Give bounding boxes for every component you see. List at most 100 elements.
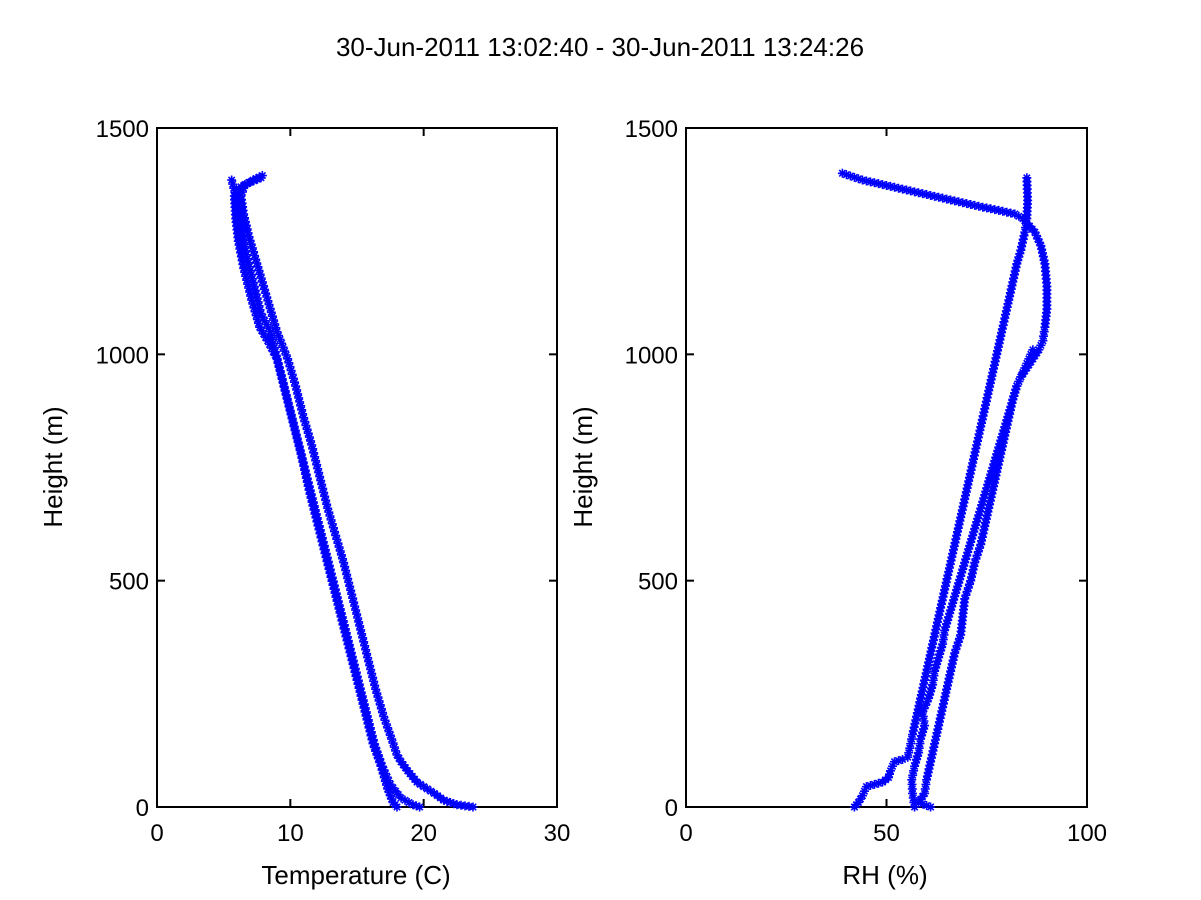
rh-data-point	[1021, 218, 1031, 228]
temperature-data-point	[445, 797, 455, 807]
rh-data-point	[993, 463, 1003, 473]
rh-data-point	[865, 177, 875, 187]
temperature-x-tick-label: 10	[277, 820, 304, 847]
temperature-data-point	[367, 731, 377, 741]
rh-data-point	[1031, 231, 1041, 241]
rh-data-point	[907, 734, 917, 744]
rh-data-point	[929, 742, 939, 752]
temperature-data-point	[333, 596, 343, 606]
rh-data-point	[950, 648, 960, 658]
rh-data-point	[952, 530, 962, 540]
temperature-data-point	[286, 410, 296, 420]
temperature-data-point	[361, 707, 371, 717]
temperature-data-point	[243, 228, 253, 238]
temperature-plot-area	[156, 127, 558, 808]
rh-data-point	[918, 799, 928, 809]
rh-data-point	[939, 630, 949, 640]
rh-data-point	[946, 195, 956, 205]
rh-data-point	[903, 752, 913, 762]
rh-data-point	[908, 726, 918, 736]
temperature-data-point	[372, 688, 382, 698]
rh-data-point	[966, 200, 976, 210]
temperature-data-point	[256, 273, 266, 283]
temperature-data-point	[339, 558, 349, 568]
rh-data-point	[986, 375, 996, 385]
rh-data-point	[918, 189, 928, 199]
rh-data-point	[981, 396, 991, 406]
rh-data-point	[1006, 284, 1016, 294]
rh-data-point	[996, 435, 1006, 445]
temperature-data-point	[242, 275, 252, 285]
temperature-data-point	[347, 589, 357, 599]
rh-x-tick-label: 0	[679, 820, 692, 847]
rh-data-point	[916, 693, 926, 703]
temperature-data-point	[382, 772, 392, 782]
rh-data-point	[940, 585, 950, 595]
rh-data-point	[928, 746, 938, 756]
temperature-data-point	[312, 513, 322, 523]
rh-data-point	[923, 661, 933, 671]
rh-data-point	[974, 429, 984, 439]
rh-data-point	[939, 588, 949, 598]
rh-data-point	[968, 565, 978, 575]
rh-y-tick-label: 1000	[625, 342, 678, 369]
rh-data-point	[1036, 340, 1046, 350]
temperature-data-point	[376, 704, 386, 714]
temperature-data-point	[323, 503, 333, 513]
rh-data-point	[925, 690, 935, 700]
rh-data-point	[962, 483, 972, 493]
rh-data-point	[1007, 398, 1017, 408]
temperature-data-point	[328, 523, 338, 533]
temperature-data-point	[304, 481, 314, 491]
temperature-data-point	[341, 565, 351, 575]
rh-data-point	[1012, 381, 1022, 391]
temperature-data-point	[245, 266, 255, 276]
rh-data-point	[927, 749, 937, 759]
temperature-data-point	[317, 533, 327, 543]
temperature-data-point	[327, 519, 337, 529]
temperature-data-point	[263, 323, 273, 333]
temperature-data-point	[263, 336, 273, 346]
rh-data-point	[990, 456, 1000, 466]
temperature-data-point	[287, 414, 297, 424]
temperature-data-point	[284, 402, 294, 412]
rh-data-point	[988, 463, 998, 472]
rh-data-point	[932, 728, 942, 738]
temperature-data-point	[272, 354, 282, 364]
rh-data-point	[857, 791, 867, 801]
temperature-data-point	[308, 497, 318, 507]
temperature-data-point	[378, 708, 388, 718]
temperature-data-point	[296, 401, 306, 411]
rh-data-point	[956, 630, 966, 640]
rh-data-point	[1034, 237, 1044, 247]
temperature-data-point	[248, 247, 258, 257]
temperature-data-point	[368, 672, 378, 682]
temperature-data-point	[324, 560, 334, 570]
temperature-data-point	[375, 754, 385, 764]
rh-data-point	[954, 634, 964, 644]
temperature-data-point	[261, 288, 271, 298]
rh-data-point	[969, 451, 979, 461]
rh-data-point	[981, 514, 991, 524]
rh-data-point	[946, 666, 956, 676]
temperature-data-point	[359, 699, 369, 709]
temperature-data-point	[426, 786, 436, 796]
temperature-data-point	[228, 179, 238, 189]
rh-data-point	[942, 574, 952, 584]
rh-data-point	[997, 328, 1007, 338]
temperature-data-point	[366, 665, 376, 675]
temperature-data-point	[356, 625, 366, 635]
temperature-data-point	[245, 235, 255, 245]
temperature-data-point	[354, 679, 364, 689]
temperature-data-point	[371, 742, 381, 752]
temperature-data-point	[346, 585, 356, 595]
rh-data-point	[939, 695, 949, 705]
rh-data-point	[906, 186, 916, 196]
rh-data-point	[918, 727, 928, 737]
temperature-data-point	[371, 684, 381, 694]
rh-data-point	[909, 766, 919, 776]
temperature-data-point	[388, 738, 398, 748]
rh-data-point	[942, 684, 952, 694]
figure-title: 30-Jun-2011 13:02:40 - 30-Jun-2011 13:24…	[336, 32, 864, 62]
rh-data-point	[1039, 331, 1049, 341]
